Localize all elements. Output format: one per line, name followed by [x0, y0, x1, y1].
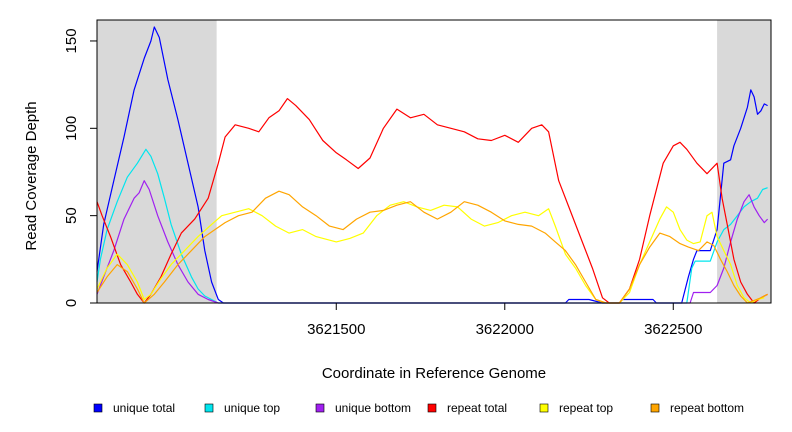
- legend-label-repeat-top: repeat top: [559, 401, 613, 415]
- y-axis: 0 50 100 150: [63, 28, 98, 307]
- legend-swatch-unique-bottom: [315, 403, 325, 413]
- legend: unique total unique top unique bottom repea…: [93, 401, 744, 415]
- legend-label-unique-bottom: unique bottom: [335, 401, 411, 415]
- y-tick-label: 50: [63, 207, 80, 224]
- legend-label-unique-top: unique top: [224, 401, 280, 415]
- legend-swatch-repeat-total: [427, 403, 437, 413]
- series-line-repeat-total: [96, 98, 768, 304]
- x-axis: 3621500 3622000 3622500: [307, 302, 702, 338]
- series-line-unique-top: [96, 148, 768, 304]
- y-tick-label: 100: [63, 116, 80, 141]
- x-tick-label: 3621500: [307, 321, 365, 338]
- legend-swatch-repeat-top: [539, 403, 549, 413]
- series-line-repeat-bottom: [96, 190, 768, 304]
- legend-label-unique-total: unique total: [113, 401, 175, 415]
- legend-swatch-repeat-bottom: [650, 403, 660, 413]
- y-tick-label: 0: [63, 299, 80, 307]
- legend-swatch-unique-top: [204, 403, 214, 413]
- shaded-flank-regions: [97, 20, 771, 303]
- x-axis-title: Coordinate in Reference Genome: [322, 365, 546, 382]
- x-tick-label: 3622500: [644, 321, 702, 338]
- legend-label-repeat-bottom: repeat bottom: [670, 401, 744, 415]
- y-axis-title: Read Coverage Depth: [23, 101, 40, 250]
- y-tick-label: 150: [63, 28, 80, 53]
- legend-swatch-unique-total: [93, 403, 103, 413]
- legend-label-repeat-total: repeat total: [447, 401, 507, 415]
- shaded-region-1: [97, 20, 217, 303]
- series-line-repeat-top: [96, 201, 765, 304]
- x-tick-label: 3622000: [476, 321, 534, 338]
